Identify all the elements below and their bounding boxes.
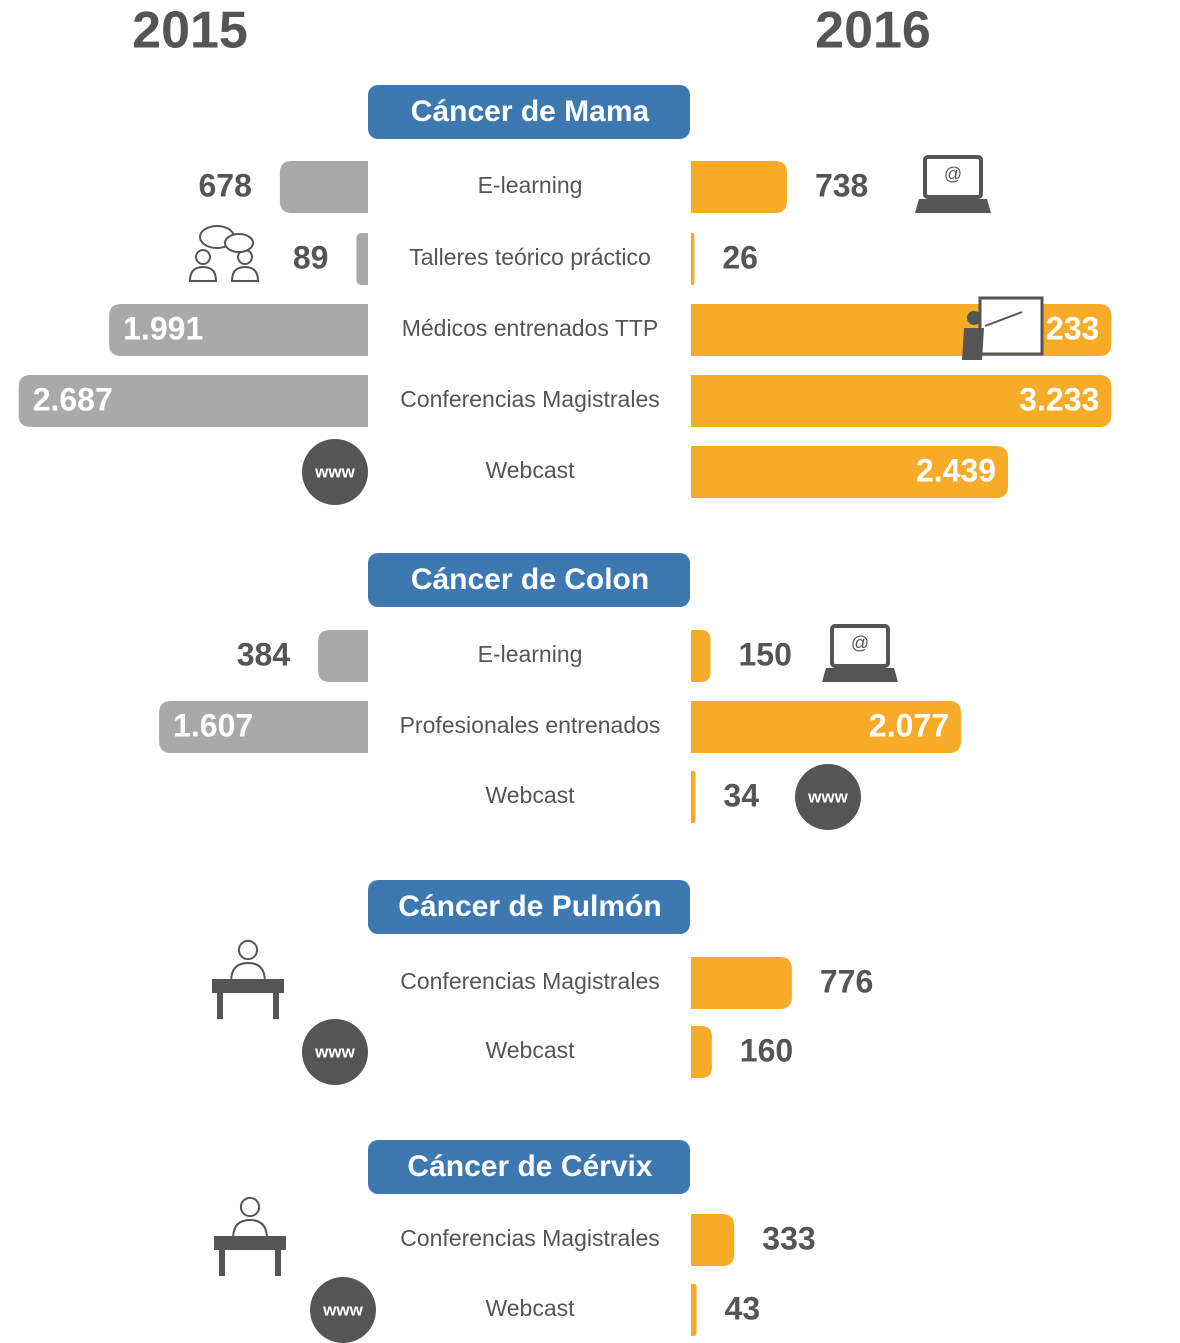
section-title: Cáncer de Mama: [411, 95, 650, 128]
row-label: Webcast: [485, 782, 575, 808]
bar-2015: [356, 233, 368, 285]
board: [978, 296, 1044, 356]
bar-2016: [691, 771, 696, 823]
person-body: [232, 1218, 268, 1240]
value-2015: 384: [237, 636, 291, 672]
person-head: [239, 1196, 261, 1218]
section-header: [368, 1140, 690, 1194]
section-title: Cáncer de Pulmón: [398, 890, 661, 923]
bar-2016: [691, 1214, 735, 1266]
podium-legs: [217, 993, 279, 1019]
presenter-body: [962, 328, 984, 360]
value-2015: 89: [293, 239, 329, 275]
value-2016: 2.077: [869, 707, 949, 743]
person-head: [237, 939, 259, 961]
value-2016: 776: [820, 963, 873, 999]
bar-2016: [691, 1026, 712, 1078]
bar-2016: [691, 233, 695, 285]
bar-2015: [109, 304, 369, 356]
bar-2016: [691, 161, 787, 213]
bar-2016: [691, 957, 792, 1009]
row-label: E-learning: [478, 641, 583, 667]
row-label: Conferencias Magistrales: [400, 386, 660, 412]
value-2016: 2.439: [916, 452, 996, 488]
row-label: Conferencias Magistrales: [400, 968, 660, 994]
speech-bubble: [224, 233, 254, 253]
www-icon: [302, 439, 368, 505]
row-label: Webcast: [485, 457, 575, 483]
value-2015: 1.991: [123, 310, 203, 346]
bar-2016: [691, 1284, 697, 1336]
presenter-head: [967, 311, 981, 325]
row-label: E-learning: [478, 172, 583, 198]
www-icon-text: www: [314, 462, 355, 481]
laptop-at: @: [944, 164, 962, 184]
value-2016: 160: [740, 1032, 793, 1068]
laptop-base: [822, 668, 898, 682]
section-title: Cáncer de Cérvix: [407, 1150, 652, 1183]
section-title: Cáncer de Colon: [411, 563, 649, 596]
bar-2015: [318, 630, 368, 682]
value-2016: 3.233: [1019, 381, 1099, 417]
person-body: [230, 265, 260, 282]
row-label: Webcast: [485, 1037, 575, 1063]
value-2016: 150: [739, 636, 792, 672]
laptop-screen: [830, 624, 890, 668]
podium-top: [212, 979, 284, 993]
www-icon-text: www: [807, 787, 848, 806]
person-body: [188, 265, 218, 282]
row-label: Profesionales entrenados: [400, 712, 661, 738]
bar-2016: [691, 446, 1009, 498]
row-label: Conferencias Magistrales: [400, 1225, 660, 1251]
bar-2016: [691, 630, 711, 682]
bar-2015: [159, 701, 368, 753]
value-2016: 26: [722, 239, 758, 275]
www-icon: [795, 764, 861, 830]
www-icon: [310, 1277, 376, 1343]
podium-legs: [219, 1250, 281, 1276]
person-body: [230, 961, 266, 983]
laptop-base: [915, 199, 991, 213]
laptop-at: @: [851, 633, 869, 653]
section-header: [368, 85, 690, 139]
row-label: Webcast: [485, 1295, 575, 1321]
www-icon-text: www: [322, 1300, 363, 1319]
bar-2015: [279, 161, 368, 213]
www-icon: [302, 1019, 368, 1085]
bar-2015: [18, 375, 368, 427]
value-2016: 34: [723, 777, 759, 813]
year-right: 2016: [815, 2, 931, 60]
laptop-screen: [923, 155, 983, 199]
pointer: [984, 311, 1023, 327]
bar-2016: [691, 375, 1112, 427]
value-2016: 43: [725, 1290, 761, 1326]
section-header: [368, 553, 690, 607]
value-2015: 2.687: [33, 381, 113, 417]
bar-2016: [691, 701, 962, 753]
value-2016: 738: [815, 167, 868, 203]
value-2015: 678: [198, 167, 251, 203]
value-2016: 333: [762, 1220, 815, 1256]
www-icon-text: www: [314, 1042, 355, 1061]
value-2015: 1.607: [173, 707, 253, 743]
section-header: [368, 880, 690, 934]
podium-top: [214, 1236, 286, 1250]
year-left: 2015: [132, 2, 248, 60]
person-head: [195, 249, 211, 265]
row-label: Talleres teórico práctico: [409, 244, 651, 270]
row-label: Médicos entrenados TTP: [402, 315, 659, 341]
